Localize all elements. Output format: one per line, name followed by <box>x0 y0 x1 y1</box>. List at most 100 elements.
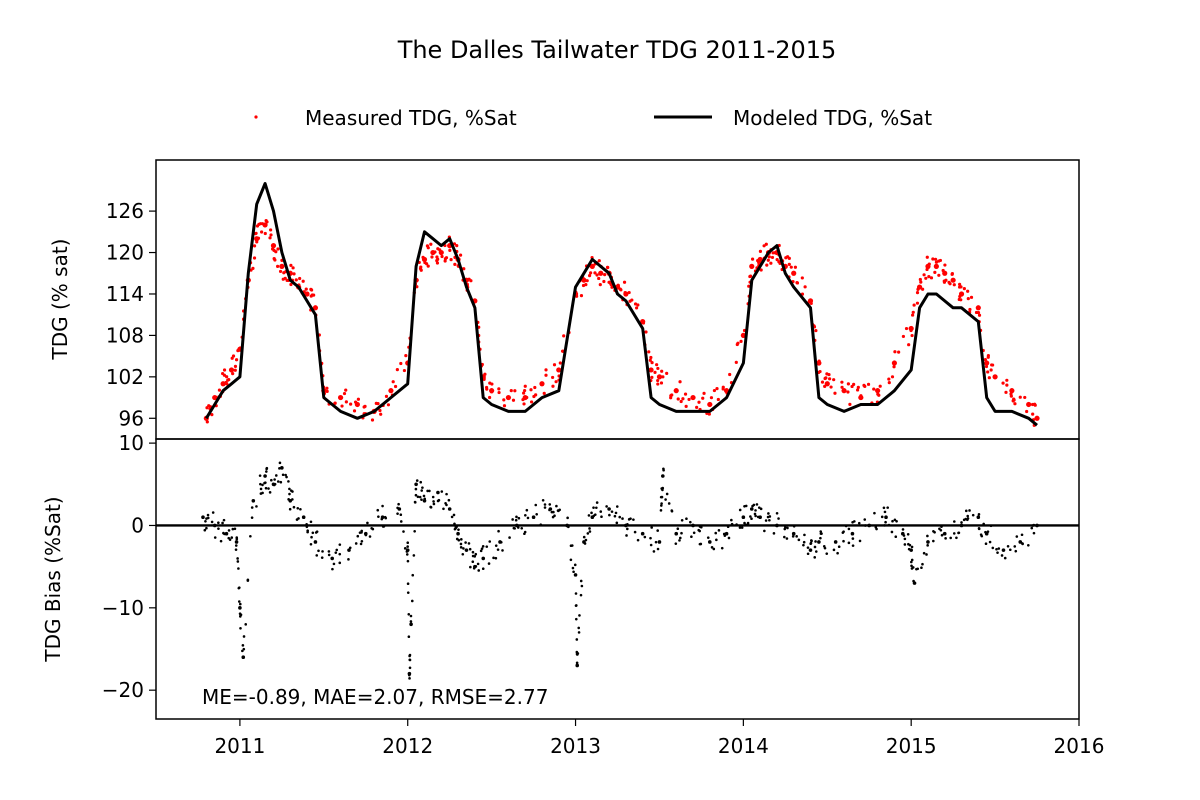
bias-point <box>238 602 245 653</box>
measured-point <box>858 382 880 405</box>
bias-point <box>407 614 413 680</box>
bias-point <box>624 517 640 542</box>
bias-point <box>280 466 292 511</box>
measured-point <box>354 397 375 422</box>
bias-point <box>565 516 577 574</box>
bias-point <box>657 486 665 544</box>
bias-point <box>288 489 302 521</box>
bias-point <box>724 508 744 540</box>
bias-point <box>691 523 710 546</box>
measured-point <box>220 368 231 387</box>
x-tick-label: 2015 <box>886 734 937 758</box>
bias-point <box>607 505 624 525</box>
bias-point <box>582 511 593 545</box>
bias-point <box>447 507 459 541</box>
bottom-y-tick-label: −10 <box>102 596 144 620</box>
top-y-axis: 96 102 108 114 120 126 <box>106 199 156 430</box>
x-tick-label: 2011 <box>214 734 265 758</box>
measured-point <box>707 385 725 412</box>
top-y-tick-label: 114 <box>106 282 144 306</box>
bias-point <box>912 534 929 585</box>
bias-point <box>1018 523 1036 547</box>
x-axis: 2011 2012 2013 2014 2015 2016 <box>214 719 1104 758</box>
measured-point <box>908 287 920 338</box>
chart-title: The Dalles Tailwater TDG 2011-2015 <box>397 36 837 64</box>
top-y-tick-label: 96 <box>119 406 144 430</box>
measured-point <box>338 388 358 413</box>
measured-point <box>757 242 770 272</box>
bias-point <box>234 536 241 603</box>
bottom-y-tick-label: −20 <box>102 678 144 702</box>
measured-point <box>421 242 434 268</box>
bias-point <box>251 474 266 508</box>
bias-point <box>436 490 451 511</box>
bias-point <box>201 511 215 532</box>
bias-point <box>817 530 836 555</box>
bias-point <box>271 461 283 487</box>
bias-point <box>708 529 727 551</box>
measured-point <box>648 361 660 386</box>
bias-point <box>313 530 331 559</box>
x-tick-label: 2013 <box>550 734 601 758</box>
bias-point <box>850 518 867 547</box>
x-tick-label: 2012 <box>382 734 433 758</box>
measured-point <box>1009 388 1029 414</box>
bias-point <box>749 503 761 519</box>
bias-point <box>330 543 350 571</box>
bias-point <box>422 489 436 509</box>
measured-point <box>203 404 214 424</box>
bottom-y-axis-label: TDG Bias (%Sat) <box>41 496 65 662</box>
top-plot-area <box>203 182 1040 427</box>
measured-point <box>925 257 938 280</box>
measured-point <box>824 372 844 395</box>
bias-point <box>548 504 561 519</box>
top-y-tick-label: 102 <box>106 365 144 389</box>
top-y-axis-label: TDG (% sat) <box>48 239 72 361</box>
bias-point <box>575 579 584 668</box>
x-tick-label: 2016 <box>1054 734 1105 758</box>
bias-point <box>498 515 518 552</box>
bias-point <box>758 507 776 535</box>
measured-point <box>438 235 451 263</box>
bias-point <box>409 487 418 627</box>
measured-point <box>690 391 711 416</box>
bias-point <box>590 501 608 520</box>
bias-point <box>959 509 975 528</box>
legend-marker-measured <box>254 115 258 119</box>
measured-point <box>656 369 674 400</box>
measured-point <box>933 258 947 284</box>
bias-point <box>909 545 915 583</box>
measured-point <box>916 255 929 291</box>
measured-point <box>1034 415 1040 421</box>
bottom-panel: 10 0 −10 −20 2011 2012 2013 2014 2015 2016 TDG B… <box>41 431 1104 758</box>
measured-point <box>875 365 896 397</box>
bias-point <box>212 518 226 543</box>
bias-point <box>640 526 660 553</box>
modeled-line <box>205 182 1038 427</box>
bias-point <box>456 528 467 556</box>
bias-point <box>661 467 678 545</box>
measured-point <box>430 247 442 265</box>
bias-point <box>473 545 485 572</box>
bias-point <box>224 527 238 551</box>
bias-point <box>775 511 795 540</box>
bias-point <box>301 515 315 546</box>
bias-point <box>1035 523 1039 528</box>
measured-point <box>270 243 283 274</box>
bias-point <box>741 504 753 527</box>
legend-label-measured: Measured TDG, %Sat <box>305 106 517 130</box>
top-y-tick-label: 120 <box>106 241 144 265</box>
bias-point <box>984 524 1004 557</box>
measured-point <box>304 287 317 312</box>
measured-point <box>673 380 691 408</box>
top-y-tick-label: 108 <box>106 323 144 347</box>
measured-point <box>950 277 963 302</box>
bias-point <box>241 506 254 660</box>
measured-point <box>723 339 743 395</box>
stats-annotation: ME=-0.89, MAE=2.07, RMSE=2.77 <box>202 685 548 709</box>
bias-point <box>833 524 851 555</box>
measured-point <box>984 353 995 380</box>
bottom-y-axis: 10 0 −10 −20 <box>102 431 156 702</box>
